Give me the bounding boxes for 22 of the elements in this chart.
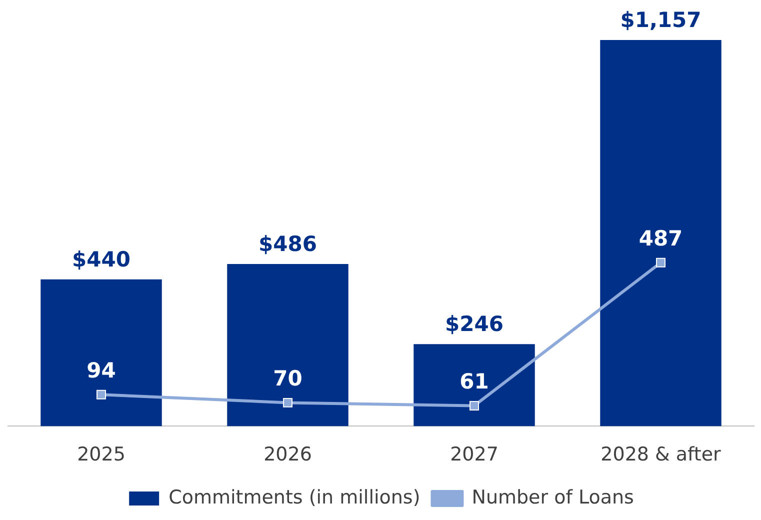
data-label: 70 <box>273 366 302 391</box>
x-tick-label: 2027 <box>450 444 498 466</box>
point <box>656 258 666 268</box>
data-label: $246 <box>445 312 504 336</box>
bar <box>600 40 722 426</box>
data-label: $440 <box>72 247 130 272</box>
bar <box>227 264 348 426</box>
x-tick-label: 2028 & after <box>600 444 722 466</box>
data-label: 487 <box>638 226 683 251</box>
data-label: 94 <box>86 358 116 383</box>
legend-label: Number of Loans <box>472 486 634 508</box>
data-label: $1,157 <box>620 8 702 32</box>
x-tick-label: 2026 <box>264 444 312 466</box>
data-label: 61 <box>460 370 489 394</box>
x-tick-label: 2025 <box>77 444 126 466</box>
point <box>283 398 292 408</box>
point <box>470 400 479 410</box>
point <box>96 390 106 400</box>
bar <box>40 279 162 426</box>
legend-label: Commitments (in millions) <box>168 486 420 508</box>
data-label: $486 <box>258 232 317 256</box>
bar <box>414 344 535 426</box>
